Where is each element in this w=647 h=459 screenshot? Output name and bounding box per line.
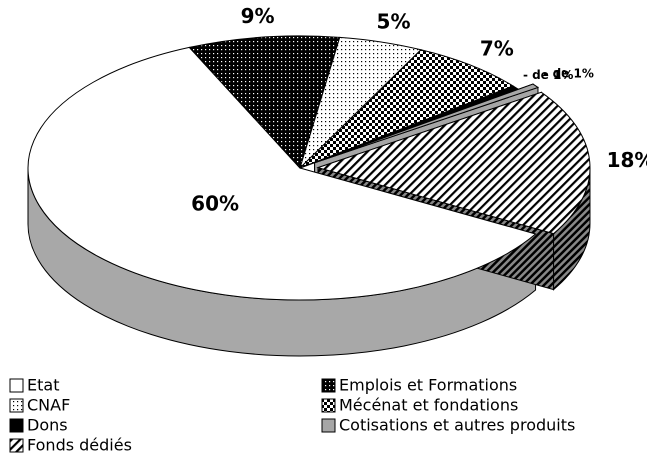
legend-label: Fonds dédiés (27, 436, 132, 455)
legend-swatch (321, 398, 336, 413)
slice (188, 35, 341, 169)
legend-label: Mécénat et fondations (339, 396, 518, 415)
data-label: 9% (241, 4, 275, 28)
legend: Etat Emplois et Formations CNAF Mécénat et … (9, 376, 575, 455)
legend-swatch (321, 418, 336, 433)
legend-swatch (9, 378, 24, 393)
data-label: 5% (377, 10, 411, 34)
pie-tops (27, 35, 591, 301)
legend-label: Dons (27, 416, 68, 435)
data-label: - de 1% (523, 68, 573, 82)
data-label: 18% (607, 148, 647, 172)
legend-label: Emplois et Formations (339, 376, 517, 395)
legend-swatch (9, 398, 24, 413)
data-label: 60% (191, 192, 239, 216)
data-label: 7% (480, 37, 514, 61)
legend-label: Etat (27, 376, 59, 395)
data-labels: 60% 9% 5% 7% - de 1%- de 1% 18% (191, 4, 647, 215)
slice (316, 91, 591, 235)
slice (27, 46, 537, 301)
legend-swatch (9, 438, 24, 453)
legend-label: Cotisations et autres produits (339, 416, 575, 435)
slice (314, 83, 540, 164)
data-label: - de 1% (543, 67, 593, 81)
legend-label: CNAF (27, 396, 70, 415)
legend-swatch (9, 418, 24, 433)
legend-swatch (321, 378, 336, 393)
slice (299, 49, 515, 169)
